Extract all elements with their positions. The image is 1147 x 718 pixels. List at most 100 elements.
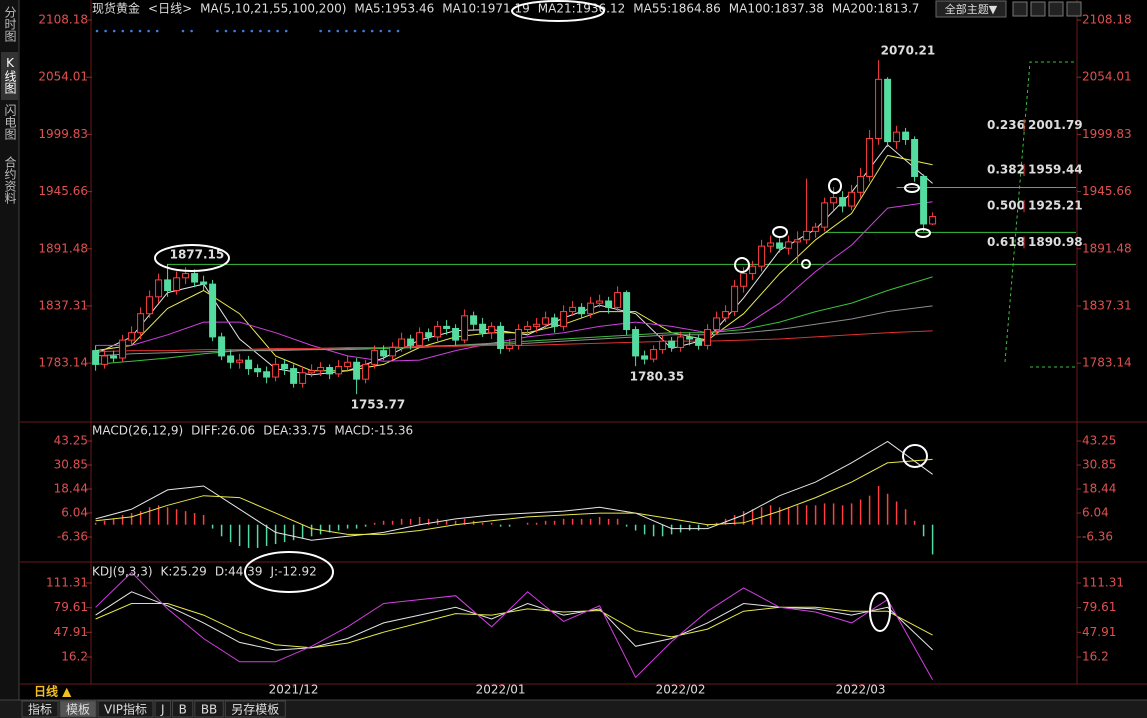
y-tick-label-right: 18.44 [1082,482,1116,496]
candle-body [821,202,829,228]
sidebar-tab[interactable]: 分时图 [3,6,17,42]
ring [801,259,811,269]
footer-bg [0,700,1147,718]
candle-body [650,349,658,360]
y-tick-label: 1945.66 [38,184,88,198]
legend-item: MA100:1837.38 [729,2,824,16]
tab[interactable]: 另存模板 [231,703,279,717]
fib-ratio: 0.236 [987,118,1025,132]
candle-body [218,336,226,357]
toolbar-icon[interactable] [1030,1,1046,17]
legend-item: MA10:1971.19 [442,2,530,16]
tab[interactable]: B [179,703,187,717]
candle-body [236,359,244,363]
dot [327,29,331,33]
candle-body [128,332,136,341]
ring [244,551,334,593]
tab[interactable]: J [160,703,165,717]
candle-body [155,279,163,298]
candle-body [605,300,613,308]
y-tick-label-right: 47.91 [1082,625,1116,639]
y-tick-label: 47.91 [54,625,88,639]
ring [902,444,928,468]
candle-body [398,338,406,348]
dot [336,29,340,33]
fib-price: 1890.98 [1028,235,1083,249]
y-tick-label: 18.44 [54,482,88,496]
fib-price: 1959.44 [1028,163,1083,177]
dot [396,29,400,33]
candle-body [479,323,487,334]
candle-body [92,350,100,365]
candle-body [515,329,523,346]
candle-body [317,367,325,372]
y-tick-label: 2054.01 [38,70,88,84]
theme-button-bg [935,0,1007,18]
x-tick-label: 2022/03 [836,683,886,697]
tab[interactable]: 指标 [28,702,52,717]
tab[interactable]: VIP指标 [104,702,147,717]
legend-item: MACD:-15.36 [334,424,413,438]
candle-body [470,315,478,325]
price-annotation: 1780.35 [630,370,685,384]
candle-body [794,239,802,243]
candle-body [443,325,451,329]
candle-body [146,296,154,315]
indicator-label: MA(5,10,21,55,100,200) [200,2,346,16]
toolbar-icon[interactable] [1066,1,1082,17]
candle-body [506,344,514,350]
candle-body [758,245,766,267]
y-tick-label-right: 6.04 [1082,506,1109,520]
candle-body [254,368,262,373]
dot [276,29,279,33]
toolbar-icon[interactable] [1012,1,1028,17]
x-tick-label: 2021/12 [269,683,319,697]
plot: 2108.18 2108.18 2054.01 2054.01 1999.83 1999.… [38,1,1131,697]
legend-item: MA200:1813.7 [832,2,920,16]
y-tick-label-right: -6.36 [1082,529,1113,543]
candle-body [290,368,298,384]
tab[interactable]: 模板 [66,703,90,717]
theme-button[interactable]: 全部主题▼ [945,2,998,16]
candle-body [749,265,757,275]
dot [388,29,391,33]
indicator-line [95,603,933,649]
dot [224,29,228,33]
legend-item: J:-12.92 [269,565,316,579]
candle-body [812,226,820,232]
period-selector[interactable]: 日线 ▲ [34,684,72,699]
candle-body [767,242,775,247]
y-tick-label: 1999.83 [38,127,88,141]
candle-body [488,325,496,334]
candle-body [335,365,343,375]
fib-ratio: 0.382 [987,163,1025,177]
y-tick-label: 30.85 [54,457,88,471]
y-tick-label-right: 1945.66 [1082,184,1132,198]
candle-body [308,370,316,374]
candle-body [389,346,397,357]
dot [190,29,193,33]
candle-body [641,355,649,360]
candle-body [380,350,388,357]
dot [319,29,322,33]
dot [370,29,374,33]
candle-body [119,339,127,359]
candle-body [227,355,235,363]
fib-price: 2001.79 [1028,118,1083,132]
sidebar-tab[interactable]: 闪电图 [3,104,17,140]
y-tick-label: 6.04 [61,506,88,520]
candle-body [191,273,199,283]
y-tick-label: 1783.14 [38,356,88,370]
tab[interactable]: BB [201,703,217,717]
candle-body [578,306,586,315]
sidebar-tab[interactable]: 合约资料 [3,155,17,204]
candle-body [101,355,109,365]
sidebar-tab[interactable]: K线图 [3,56,17,94]
candle-body [785,241,793,249]
toolbar-icon[interactable] [1048,1,1064,17]
candle-body [929,216,937,225]
footer-tabs: 指标 模板 VIP指标 J B BB 另存模板 [21,700,286,718]
legend-item: DEA:33.75 [263,424,326,438]
dot [121,29,125,33]
dot [181,29,185,33]
